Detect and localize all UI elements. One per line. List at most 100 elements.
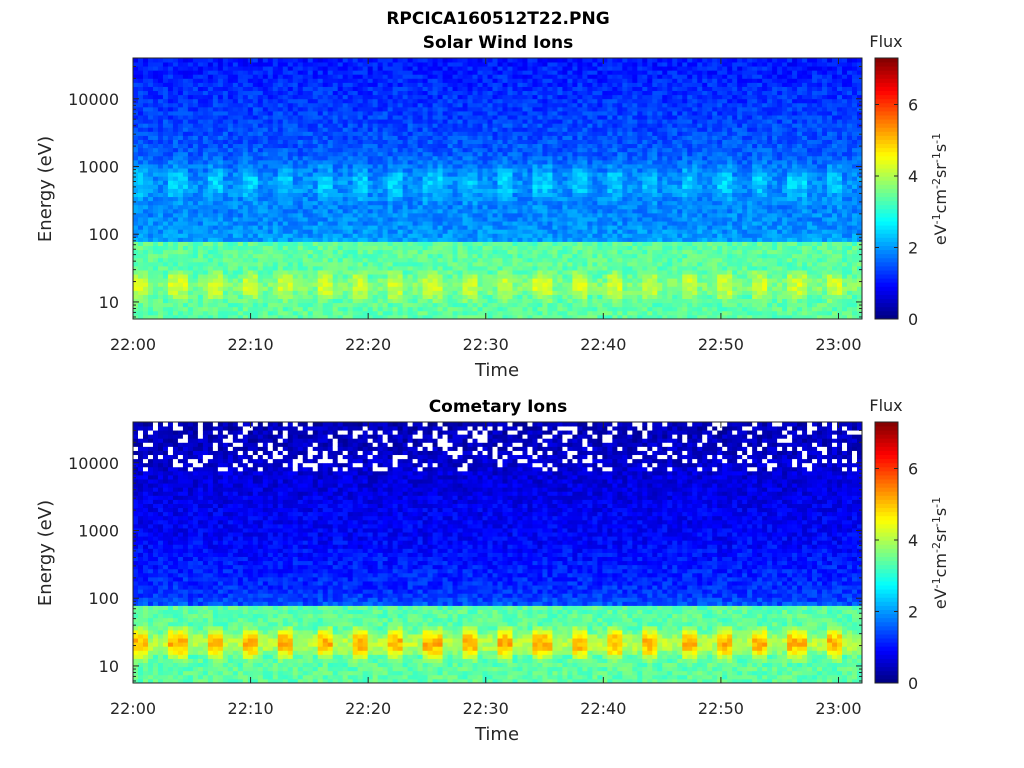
heatmap-cell [202, 225, 209, 230]
heatmap-cell [472, 217, 478, 222]
heatmap-cell [167, 265, 174, 271]
heatmap-cell [412, 270, 419, 275]
heatmap-cell [282, 261, 289, 267]
heatmap-cell [352, 90, 359, 96]
heatmap-cell [272, 135, 279, 140]
heatmap-cell [312, 217, 319, 222]
heatmap-cell [207, 62, 214, 67]
heatmap-cell [142, 249, 149, 255]
heatmap-cell [162, 58, 169, 63]
heatmap-cell [302, 164, 309, 169]
heatmap-cell [277, 184, 284, 189]
heatmap-cell [372, 115, 379, 120]
heatmap-cell [512, 102, 518, 108]
heatmap-cell [377, 164, 384, 169]
heatmap-cell [377, 237, 384, 242]
heatmap-cell [352, 314, 359, 320]
heatmap-cell [362, 188, 369, 193]
heatmap-cell [397, 298, 404, 304]
heatmap-cell [417, 274, 423, 279]
heatmap-cell [382, 147, 389, 153]
heatmap-cell [167, 131, 174, 136]
heatmap-cell [497, 257, 503, 263]
heatmap-cell [427, 164, 433, 169]
heatmap-cell [347, 241, 354, 246]
heatmap-cell [482, 200, 488, 206]
heatmap-cell [197, 282, 204, 287]
heatmap-cell [407, 217, 414, 222]
heatmap-cell [332, 176, 339, 181]
heatmap-cell [202, 294, 209, 300]
heatmap-cell [187, 86, 194, 92]
heatmap-cell [472, 233, 478, 238]
heatmap-cell [217, 115, 224, 120]
heatmap-cell [212, 192, 219, 198]
heatmap-cell [197, 278, 204, 283]
heatmap-cell [332, 78, 339, 83]
heatmap-cell [492, 82, 498, 87]
heatmap-cell [162, 261, 169, 267]
heatmap-cell [207, 261, 214, 267]
heatmap-cell [252, 155, 259, 161]
heatmap-cell [217, 78, 224, 83]
heatmap-cell [262, 188, 269, 193]
heatmap-cell [212, 278, 219, 283]
heatmap-cell [133, 151, 139, 157]
heatmap-cell [192, 212, 199, 218]
heatmap-cell [492, 119, 498, 124]
heatmap-cell [467, 168, 473, 173]
heatmap-cell [312, 270, 319, 275]
heatmap-cell [487, 237, 493, 242]
heatmap-cell [297, 253, 304, 259]
heatmap-cell [462, 245, 468, 251]
heatmap-cell [227, 168, 234, 173]
heatmap-cell [492, 164, 498, 169]
heatmap-cell [342, 204, 349, 210]
heatmap-cell [192, 143, 199, 149]
heatmap-cell [372, 184, 379, 189]
heatmap-cell [392, 241, 399, 246]
heatmap-cell [162, 74, 169, 79]
heatmap-cell [162, 274, 169, 279]
heatmap-cell [397, 314, 404, 320]
heatmap-cell [207, 286, 214, 291]
heatmap-cell [252, 106, 259, 112]
heatmap-cell [157, 62, 164, 67]
heatmap-cell [292, 168, 299, 173]
heatmap-cell [402, 115, 409, 120]
heatmap-cell [287, 310, 294, 316]
heatmap-cell [307, 249, 314, 255]
heatmap-cell [297, 241, 304, 246]
heatmap-cell [187, 200, 194, 206]
heatmap-cell [332, 127, 339, 132]
heatmap-cell [517, 314, 523, 320]
heatmap-cell [497, 225, 503, 230]
heatmap-cell [362, 233, 369, 238]
heatmap-cell [367, 66, 374, 71]
heatmap-cell [227, 310, 234, 316]
heatmap-cell [372, 111, 379, 116]
heatmap-cell [317, 102, 324, 108]
heatmap-cell [242, 176, 249, 181]
heatmap-cell [152, 184, 159, 189]
heatmap-cell [202, 233, 209, 238]
heatmap-cell [222, 106, 229, 112]
heatmap-cell [492, 237, 498, 242]
heatmap-cell [322, 265, 329, 271]
heatmap-cell [407, 221, 414, 226]
heatmap-cell [507, 143, 513, 149]
heatmap-cell [417, 229, 423, 234]
heatmap-cell [512, 78, 518, 83]
heatmap-cell [432, 298, 438, 304]
heatmap-cell [437, 282, 443, 287]
heatmap-cell [277, 233, 284, 238]
heatmap-cell [517, 70, 523, 75]
heatmap-cell [347, 265, 354, 271]
heatmap-cell [397, 270, 404, 275]
heatmap-cell [282, 94, 289, 100]
heatmap-cell [412, 229, 419, 234]
heatmap-cell [517, 66, 523, 71]
heatmap-cell [177, 294, 184, 300]
heatmap-cell [137, 98, 144, 104]
heatmap-cell [442, 208, 448, 214]
